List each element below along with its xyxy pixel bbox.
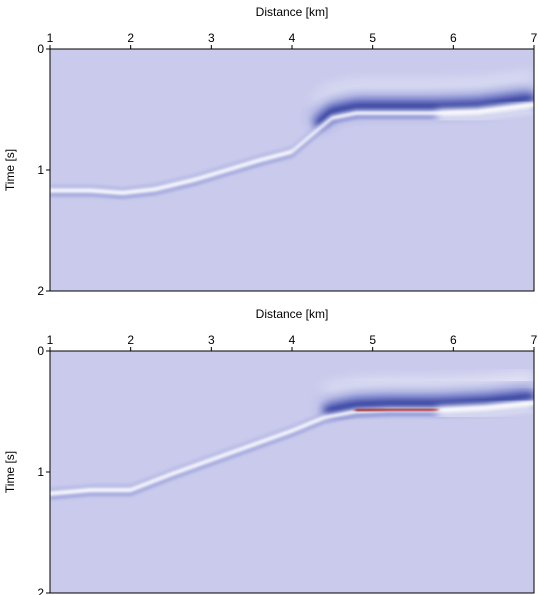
y-tick-label: 2 — [37, 586, 44, 595]
bottom-y-axis-title: Time [s] — [3, 451, 17, 493]
trailing-lobe — [50, 405, 534, 500]
bottom-y-ticks: 0 1 2 — [37, 344, 50, 595]
x-tick-label: 1 — [47, 31, 54, 45]
top-x-ticks: 1 2 3 4 5 6 7 — [47, 31, 538, 49]
bottom-x-ticks: 1 2 3 4 5 6 7 — [47, 333, 538, 351]
negative-lobe — [313, 94, 534, 129]
top-wavefield — [50, 73, 534, 199]
x-tick-label: 6 — [450, 333, 457, 347]
y-tick-label: 1 — [37, 465, 44, 479]
x-tick-label: 2 — [127, 31, 134, 45]
y-tick-label: 0 — [37, 42, 44, 56]
faint-precursor — [310, 73, 534, 117]
faint-precursor — [322, 372, 534, 405]
x-tick-label: 1 — [47, 333, 54, 347]
x-tick-label: 7 — [531, 333, 538, 347]
top-y-axis-title: Time [s] — [3, 149, 17, 191]
x-tick-label: 6 — [450, 31, 457, 45]
leading-lobe — [50, 99, 534, 191]
trailing-lobe — [50, 107, 534, 199]
x-tick-label: 3 — [208, 31, 215, 45]
y-tick-label: 0 — [37, 344, 44, 358]
top-y-ticks: 0 1 2 — [37, 42, 50, 298]
top-x-axis-title: Distance [km] — [256, 5, 329, 19]
x-tick-label: 4 — [289, 31, 296, 45]
right-white-band — [436, 400, 534, 417]
right-white-band — [437, 102, 534, 120]
y-tick-label: 1 — [37, 163, 44, 177]
x-tick-label: 7 — [531, 31, 538, 45]
negative-lobe — [323, 393, 534, 416]
x-tick-label: 5 — [369, 31, 376, 45]
bottom-x-axis-title: Distance [km] — [256, 307, 329, 321]
y-tick-label: 2 — [37, 284, 44, 298]
bottom-wavefield — [50, 372, 534, 500]
positive-amplitude — [354, 407, 440, 413]
leading-lobe — [50, 397, 534, 492]
x-tick-label: 3 — [208, 333, 215, 347]
x-tick-label: 4 — [289, 333, 296, 347]
x-tick-label: 5 — [369, 333, 376, 347]
x-tick-label: 2 — [127, 333, 134, 347]
